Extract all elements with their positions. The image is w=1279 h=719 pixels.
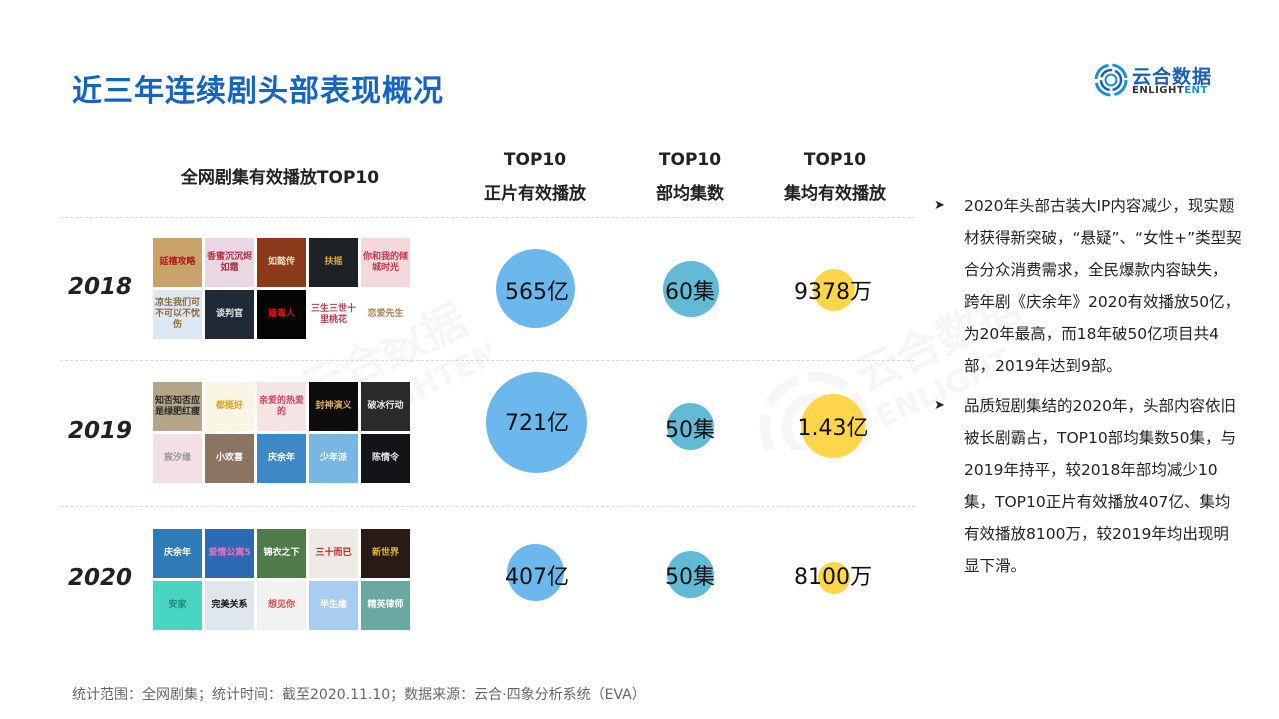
source-footnote: 统计范围：全网剧集；统计时间：截至2020.11.10；数据来源：云合·四象分析… bbox=[72, 687, 646, 703]
bubble-value: 565亿 bbox=[505, 280, 569, 305]
bubble-circle bbox=[818, 562, 850, 594]
commentary-item: ➤ 品质短剧集结的2020年，头部内容依旧被长剧霸占，TOP10部均集数50集，… bbox=[932, 390, 1242, 582]
bubble-total-play: 565亿 bbox=[467, 220, 607, 360]
bubble-circle bbox=[813, 269, 855, 311]
bubble-circle bbox=[667, 403, 714, 450]
drama-poster[interactable]: 陈情令 bbox=[361, 434, 410, 483]
drama-poster[interactable]: 知否知否应是绿肥红瘦 bbox=[153, 382, 202, 431]
bubble-value: 50集 bbox=[665, 565, 715, 590]
drama-poster[interactable]: 恋爱先生 bbox=[361, 290, 410, 339]
bubble-total-play: 721亿 bbox=[467, 350, 607, 500]
bubble-value: 407亿 bbox=[505, 565, 569, 590]
drama-poster[interactable]: 猎毒人 bbox=[257, 290, 306, 339]
commentary-item: ➤ 2020年头部古装大IP内容减少，现实题材获得新突破，“悬疑”、“女性+”类… bbox=[932, 190, 1242, 382]
drama-poster[interactable]: 亲爱的热爱的 bbox=[257, 382, 306, 431]
drama-poster[interactable]: 少年派 bbox=[309, 434, 358, 483]
year-label: 2018 bbox=[68, 274, 133, 300]
bubble-circle bbox=[507, 544, 564, 601]
year-label: 2019 bbox=[68, 418, 133, 444]
drama-poster[interactable]: 你和我的倾城时光 bbox=[361, 238, 410, 287]
drama-poster[interactable]: 扶摇 bbox=[309, 238, 358, 287]
drama-poster[interactable]: 都挺好 bbox=[205, 382, 254, 431]
page-title: 近三年连续剧头部表现概况 bbox=[72, 74, 444, 109]
drama-poster[interactable]: 精英律师 bbox=[361, 581, 410, 630]
bubble-avg-episodes: 50集 bbox=[620, 358, 760, 498]
drama-poster[interactable]: 谈判官 bbox=[205, 290, 254, 339]
bubble-circle bbox=[667, 551, 714, 598]
drama-poster[interactable]: 三十而已 bbox=[309, 529, 358, 578]
drama-poster[interactable]: 锦衣之下 bbox=[257, 529, 306, 578]
bubble-avg-play: 1.43亿 bbox=[763, 356, 903, 496]
bubble-avg-episodes: 60集 bbox=[620, 220, 760, 360]
bubble-value: 8100万 bbox=[794, 565, 872, 590]
drama-poster[interactable]: 宸汐缘 bbox=[153, 434, 202, 483]
bubble-total-play: 407亿 bbox=[467, 505, 607, 645]
row-divider bbox=[60, 506, 915, 507]
logo-ring-icon bbox=[1094, 63, 1128, 97]
column-header-avg-play-per-episode: TOP10 集均有效播放 bbox=[784, 150, 886, 204]
logo-text-en: ENLIGHTENT bbox=[1132, 85, 1208, 96]
commentary-list: ➤ 2020年头部古装大IP内容减少，现实题材获得新突破，“悬疑”、“女性+”类… bbox=[932, 190, 1242, 590]
bubble-avg-play: 9378万 bbox=[763, 220, 903, 360]
arrow-bullet-icon: ➤ bbox=[934, 198, 945, 213]
drama-poster[interactable]: 半生缘 bbox=[309, 581, 358, 630]
drama-poster[interactable]: 想见你 bbox=[257, 581, 306, 630]
bubble-avg-episodes: 50集 bbox=[620, 505, 760, 645]
drama-poster[interactable]: 破冰行动 bbox=[361, 382, 410, 431]
drama-poster[interactable]: 庆余年 bbox=[153, 529, 202, 578]
drama-poster[interactable]: 凉生我们可不可以不忧伤 bbox=[153, 290, 202, 339]
poster-grid: 延禧攻略 香蜜沉沉烬如霜 如懿传 扶摇 你和我的倾城时光 凉生我们可不可以不忧伤… bbox=[153, 238, 413, 339]
drama-poster[interactable]: 延禧攻略 bbox=[153, 238, 202, 287]
drama-poster[interactable]: 安家 bbox=[153, 581, 202, 630]
drama-poster[interactable]: 三生三世十里桃花 bbox=[309, 290, 358, 339]
bubble-value: 50集 bbox=[665, 418, 715, 443]
drama-poster[interactable]: 新世界 bbox=[361, 529, 410, 578]
column-header-top10-dramas: 全网剧集有效播放TOP10 bbox=[180, 168, 380, 188]
drama-poster[interactable]: 小欢喜 bbox=[205, 434, 254, 483]
drama-poster[interactable]: 完美关系 bbox=[205, 581, 254, 630]
poster-grid: 庆余年 爱情公寓5 锦衣之下 三十而已 新世界 安家 完美关系 想见你 半生缘 … bbox=[153, 529, 413, 630]
bubble-circle bbox=[801, 394, 865, 458]
bubble-circle bbox=[486, 372, 587, 473]
bubble-value: 721亿 bbox=[505, 411, 569, 436]
drama-poster[interactable]: 封神演义 bbox=[309, 382, 358, 431]
row-divider bbox=[60, 360, 915, 361]
drama-poster[interactable]: 如懿传 bbox=[257, 238, 306, 287]
column-header-total-play: TOP10 正片有效播放 bbox=[484, 150, 586, 204]
logo-text-cn: 云合数据 bbox=[1132, 66, 1213, 88]
bubble-value: 60集 bbox=[665, 280, 715, 305]
drama-poster[interactable]: 香蜜沉沉烬如霜 bbox=[205, 238, 254, 287]
bubble-avg-play: 8100万 bbox=[763, 505, 903, 645]
drama-poster[interactable]: 庆余年 bbox=[257, 434, 306, 483]
brand-logo: 云合数据 ENLIGHTENT bbox=[1094, 60, 1214, 100]
bubble-circle bbox=[496, 249, 575, 328]
drama-poster[interactable]: 爱情公寓5 bbox=[205, 529, 254, 578]
bubble-circle bbox=[663, 261, 719, 317]
arrow-bullet-icon: ➤ bbox=[934, 398, 945, 413]
bubble-value: 9378万 bbox=[794, 280, 872, 305]
bubble-value: 1.43亿 bbox=[797, 416, 869, 441]
row-divider bbox=[60, 217, 915, 218]
column-header-avg-episodes: TOP10 部均集数 bbox=[656, 150, 724, 204]
year-label: 2020 bbox=[68, 565, 133, 591]
poster-grid: 知否知否应是绿肥红瘦 都挺好 亲爱的热爱的 封神演义 破冰行动 宸汐缘 小欢喜 … bbox=[153, 382, 413, 483]
